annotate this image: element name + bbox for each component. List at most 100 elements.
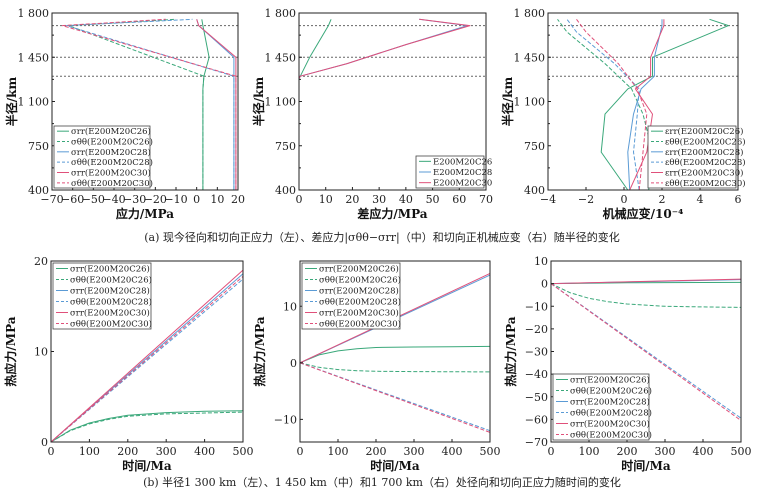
chart-b-mid: 0 100 200 300 400 500 −10 0 10 时间/Ma 热应力/MPa σrr(E2…	[252, 260, 501, 473]
legend-label: σθθ(E200M20C28)	[319, 297, 401, 308]
series-line	[600, 18, 729, 191]
y-axis-label: 热应力/MPa	[3, 316, 18, 386]
legend-label: σθθ(E200M20C28)	[70, 297, 152, 308]
x-tick-label: 4	[697, 193, 704, 206]
legend-label: σrr(E200M20C26)	[319, 264, 399, 275]
chart-a-mid: 0 10 20 30 40 50 60 70 400 750 1 100 1 450 1 800 差应力/…	[251, 7, 493, 221]
series-line	[50, 269, 244, 443]
legend: εrr(E200M20C26)εθθ(E200M20C26)εrr(E200M2…	[647, 125, 746, 189]
x-tick-label: 40	[399, 193, 413, 206]
series-line	[550, 283, 742, 421]
x-tick-label: 300	[156, 445, 177, 458]
legend-label: σrr(E200M20C30)	[319, 308, 399, 319]
y-tick-label: 1 450	[18, 51, 50, 64]
y-tick-label: −10	[525, 300, 548, 313]
y-tick-label: 10	[283, 300, 297, 313]
legend-label: σrr(E200M20C26)	[71, 126, 151, 137]
legend-box	[53, 125, 151, 189]
legend-label: E200M20C28	[433, 168, 492, 178]
y-tick-label: 0	[541, 278, 548, 291]
x-tick-label: 100	[579, 445, 600, 458]
caption-bottom: (b) 半径1 300 km（左）、1 450 km（中）和1 700 km（右…	[143, 476, 621, 489]
y-axis-label: 半径/km	[4, 77, 19, 127]
series-line	[298, 19, 332, 190]
x-tick-label: 300	[404, 445, 425, 458]
x-tick-label: 0	[193, 193, 200, 206]
series-line	[196, 19, 235, 190]
x-tick-label: 300	[655, 445, 676, 458]
legend-label: σθθ(E200M20C26)	[319, 275, 401, 286]
x-tick-label: 400	[194, 445, 215, 458]
x-axis-label: 时间/Ma	[621, 458, 671, 473]
legend-label: εrr(E200M20C28)	[665, 147, 743, 158]
legend-box	[552, 373, 650, 441]
legend-label: σθθ(E200M20C26)	[71, 137, 153, 148]
x-tick-label: 400	[442, 445, 463, 458]
legend-label: σθθ(E200M20C28)	[71, 157, 153, 168]
x-tick-label: −40	[102, 193, 125, 206]
x-tick-label: −50	[82, 193, 105, 206]
x-tick-label: 50	[426, 193, 440, 206]
series-line	[550, 278, 742, 285]
x-tick-label: 0	[296, 193, 303, 206]
chart-b-left: 0 100 200 300 400 500 0 10 20 时间/Ma 热应力/MPa σrr(E20…	[3, 255, 254, 473]
x-tick-label: −2	[578, 193, 594, 206]
x-tick-label: 200	[366, 445, 387, 458]
legend: σrr(E200M20C26)σθθ(E200M20C26)σrr(E200M2…	[53, 125, 153, 189]
x-tick-label: 0	[48, 445, 55, 458]
x-tick-label: 70	[479, 193, 493, 206]
y-tick-label: −60	[525, 413, 548, 426]
y-tick-label: −10	[274, 413, 297, 426]
x-tick-label: 500	[731, 445, 752, 458]
series-line	[299, 362, 491, 373]
y-tick-label: 1 100	[265, 96, 297, 109]
y-tick-label: 1 800	[265, 7, 297, 20]
y-tick-label: −20	[525, 323, 548, 336]
y-tick-label: 750	[275, 140, 296, 153]
legend-label: εθθ(E200M20C30)	[665, 178, 746, 189]
series-line	[299, 362, 491, 433]
chart-b-right: 0 100 200 300 400 500 −70 −60 −50 −40 −30 −20 −10 0 10…	[503, 255, 752, 473]
x-tick-label: 30	[372, 193, 386, 206]
legend-label: σrr(E200M20C28)	[319, 286, 399, 297]
y-tick-label: 1 100	[514, 96, 546, 109]
series-line	[50, 410, 244, 443]
series-line	[550, 283, 742, 308]
series-line	[299, 345, 491, 364]
y-axis-label: 热应力/MPa	[252, 316, 267, 386]
y-tick-label: 400	[524, 184, 545, 197]
legend-label: σθθ(E200M20C26)	[570, 386, 652, 397]
series-line	[627, 19, 663, 191]
y-tick-label: 400	[28, 184, 49, 197]
legend-label: σθθ(E200M20C28)	[570, 408, 652, 419]
y-tick-label: 750	[28, 140, 49, 153]
y-tick-label: 0	[41, 436, 48, 449]
y-axis-label: 热应力/MPa	[503, 316, 518, 386]
y-tick-label: 10	[34, 346, 48, 359]
legend: σrr(E200M20C26)σθθ(E200M20C26)σrr(E200M2…	[301, 262, 401, 330]
x-tick-label: 20	[231, 193, 245, 206]
x-tick-label: −70	[40, 193, 63, 206]
legend-box	[52, 262, 152, 330]
chart-a-left: −70−60−50−40−30−20−10 0 10 20 400 750 1 100 1 4…	[4, 7, 245, 221]
y-tick-label: −40	[525, 368, 548, 381]
caption-top: (a) 现今径向和切向正应力（左）、差应力|σθθ−σrr|（中）和切向正机械应…	[144, 231, 620, 244]
legend-label: σrr(E200M20C26)	[70, 264, 150, 275]
chart-a-right: −4 −2 0 2 4 6 400 750 1 100 1 450 1 800 机械应变/10⁻⁴ 半径…	[500, 7, 746, 221]
legend-label: σθθ(E200M20C30)	[70, 319, 152, 330]
series-line	[61, 18, 237, 190]
plot-frame	[299, 260, 491, 443]
legend-label: σθθ(E200M20C26)	[70, 275, 152, 286]
legend-label: σrr(E200M20C28)	[71, 147, 151, 158]
y-tick-label: 1 800	[18, 7, 50, 20]
x-tick-label: −10	[164, 193, 187, 206]
x-tick-label: 200	[117, 445, 138, 458]
legend-label: σrr(E200M20C28)	[570, 397, 650, 408]
x-tick-label: 10	[210, 193, 224, 206]
x-tick-label: 0	[297, 445, 304, 458]
x-tick-label: 2	[659, 193, 666, 206]
legend-label: σθθ(E200M20C30)	[570, 430, 652, 441]
x-tick-label: −20	[144, 193, 167, 206]
y-tick-label: 10	[534, 255, 548, 268]
x-tick-label: 60	[452, 193, 466, 206]
